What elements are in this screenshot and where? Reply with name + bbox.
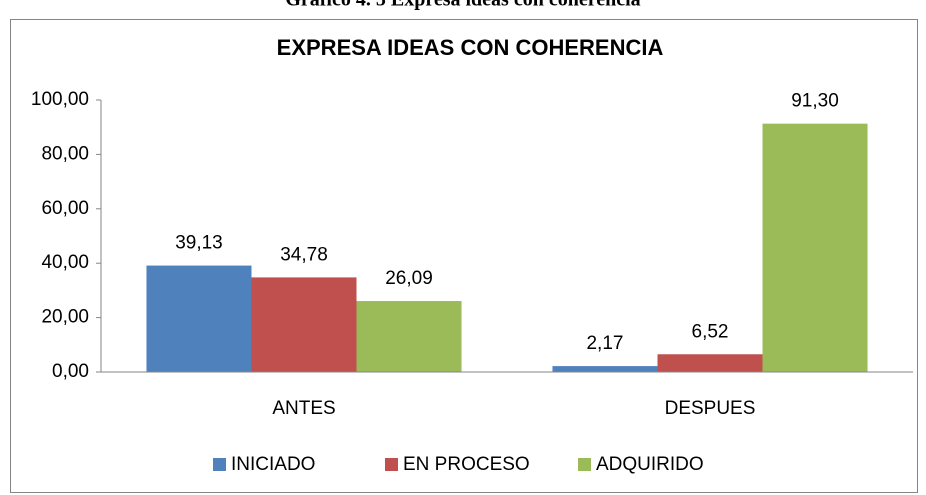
bar (657, 354, 763, 372)
chart-title: EXPRESA IDEAS CON COHERENCIA (277, 35, 664, 60)
bar (762, 123, 868, 372)
y-tick-label: 80,00 (41, 143, 89, 164)
y-tick-label: 20,00 (41, 307, 89, 328)
value-label: 6,52 (692, 321, 729, 342)
bar (552, 366, 658, 372)
bar (356, 301, 462, 372)
legend-label: EN PROCESO (403, 454, 530, 475)
y-tick-label: 0,00 (52, 361, 89, 382)
value-label: 2,17 (586, 333, 623, 354)
value-label: 91,30 (791, 91, 839, 112)
value-label: 39,13 (175, 233, 223, 254)
bar (251, 277, 357, 372)
bar (146, 265, 252, 372)
y-tick-label: 60,00 (41, 198, 89, 219)
legend-label: INICIADO (231, 454, 315, 475)
value-label: 26,09 (385, 268, 433, 289)
x-tick-label: DESPUES (665, 398, 756, 419)
legend-swatch (213, 458, 226, 471)
value-label: 34,78 (280, 244, 328, 265)
legend-label: ADQUIRIDO (596, 454, 704, 475)
caption: Gráfico 4. 5 Expresa ideas con coherenci… (285, 0, 640, 11)
x-tick-label: ANTES (272, 398, 335, 419)
legend-swatch (385, 458, 398, 471)
legend-swatch (578, 458, 591, 471)
y-tick-label: 100,00 (31, 89, 89, 110)
y-tick-label: 40,00 (41, 252, 89, 273)
